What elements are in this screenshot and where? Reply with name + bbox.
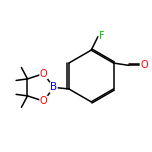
Text: O: O [40,69,47,79]
Text: O: O [40,96,47,106]
Text: O: O [140,60,148,70]
Text: F: F [99,31,105,41]
Text: B: B [50,82,57,92]
